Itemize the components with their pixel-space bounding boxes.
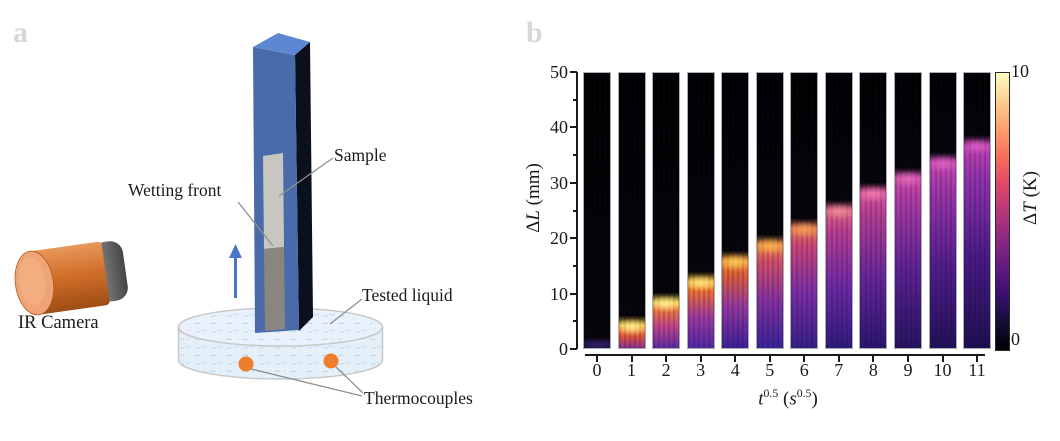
- x-tick-label-9: 9: [903, 360, 913, 380]
- ir-strip-t0: [583, 72, 611, 349]
- x-title-unit-var: s: [789, 388, 797, 410]
- y-title-symbol: L: [523, 210, 544, 221]
- ir-strip-t8: [859, 72, 888, 349]
- x-tick-label-11: 11: [968, 360, 986, 380]
- x-tick-label-6: 6: [799, 360, 809, 380]
- y-axis-line: [576, 72, 578, 349]
- x-tick-label-8: 8: [868, 360, 878, 380]
- x-tick-5: [768, 356, 771, 362]
- x-axis-title: t0.5 (s0.5): [688, 387, 888, 410]
- x-tick-2: [665, 356, 668, 362]
- x-title-mid: (: [778, 388, 790, 410]
- x-tick-7: [837, 356, 840, 362]
- x-tick-label-3: 3: [696, 360, 706, 380]
- ir-strip-sequence: [583, 72, 993, 349]
- thermocouple-dot-left: [238, 356, 254, 372]
- column-side-face: [295, 42, 313, 331]
- ir-strip-t3: [686, 72, 715, 349]
- x-title-exponent: 0.5: [763, 387, 779, 400]
- colorbar: [995, 72, 1010, 351]
- sample-label: Sample: [334, 145, 387, 165]
- colorbar-min-label: 0: [1011, 329, 1020, 349]
- sample-leader-line: [278, 157, 334, 197]
- ir-strip-t1: [617, 72, 646, 349]
- ir-camera-label: IR Camera: [18, 313, 99, 333]
- ir-strip-t9: [893, 72, 922, 349]
- cb-title-unit: (K): [1020, 171, 1041, 203]
- sample-column: [253, 33, 313, 333]
- y-tick-label-50: 50: [550, 62, 568, 82]
- thermocouple-dot-right: [323, 353, 339, 369]
- ir-strip-t2: [652, 72, 681, 349]
- y-axis-title: ΔL (mm): [523, 153, 545, 243]
- thermocouple-right-leader-line: [335, 366, 364, 394]
- x-tick-4: [734, 356, 737, 362]
- x-title-close: ): [811, 388, 818, 410]
- arrow-head: [229, 244, 242, 258]
- x-tick-9: [907, 356, 909, 362]
- x-tick-1: [630, 356, 633, 362]
- ir-strip-t7: [824, 72, 853, 349]
- colorbar-title: ΔT (K): [1020, 156, 1042, 240]
- x-tick-label-10: 10: [933, 360, 952, 380]
- x-tick-label-5: 5: [765, 360, 775, 380]
- cb-title-symbol: T: [1020, 202, 1041, 213]
- leader-lines: [237, 157, 364, 397]
- x-tick-0: [596, 356, 598, 362]
- x-tick-10: [941, 356, 944, 362]
- ir-strip-t6: [790, 72, 819, 349]
- sample-strip-dry: [263, 153, 284, 249]
- x-tick-label-2: 2: [661, 360, 671, 380]
- x-tick-8: [872, 356, 875, 362]
- sample-strip-wet: [264, 247, 285, 331]
- ir-strip-t10: [928, 72, 957, 349]
- y-tick-label-40: 40: [550, 117, 568, 138]
- y-tick-label-0: 0: [559, 339, 568, 359]
- ir-camera: [14, 241, 128, 316]
- x-tick-label-1: 1: [627, 360, 636, 380]
- ir-strip-t4: [721, 72, 750, 349]
- y-title-unit: (mm): [523, 163, 544, 211]
- tested-liquid-leader-line: [329, 298, 363, 325]
- x-tick-label-4: 4: [730, 360, 740, 380]
- y-title-delta: Δ: [523, 220, 544, 233]
- x-tick-6: [803, 356, 806, 362]
- wetting-front-leader-line: [237, 201, 274, 247]
- panel-b-label: b: [526, 16, 543, 49]
- tested-liquid-label: Tested liquid: [362, 285, 453, 305]
- column-top-face: [253, 33, 310, 55]
- thermocouple-left-leader-line: [250, 368, 363, 397]
- y-tick-label-10: 10: [550, 283, 568, 304]
- experimental-setup-diagram: [14, 33, 384, 397]
- x-tick-3: [699, 356, 702, 362]
- x-title-var: t: [758, 388, 764, 410]
- colorbar-max-label: 10: [1011, 61, 1029, 81]
- x-axis-line: [585, 354, 985, 356]
- x-tick-label-0: 0: [592, 360, 602, 380]
- x-tick-label-7: 7: [834, 360, 844, 380]
- x-title-unit-exponent: 0.5: [796, 387, 812, 400]
- rise-direction-arrow: [229, 244, 242, 298]
- cb-title-delta: Δ: [1020, 212, 1041, 225]
- camera-lens-highlight: [18, 257, 46, 306]
- panel-a-label: a: [13, 16, 28, 49]
- ir-strip-t5: [755, 72, 784, 349]
- wetting-front-label: Wetting front: [128, 180, 222, 200]
- ir-strip-t11: [963, 72, 991, 349]
- x-tick-11: [976, 356, 978, 362]
- thermocouples-label: Thermocouples: [364, 388, 473, 408]
